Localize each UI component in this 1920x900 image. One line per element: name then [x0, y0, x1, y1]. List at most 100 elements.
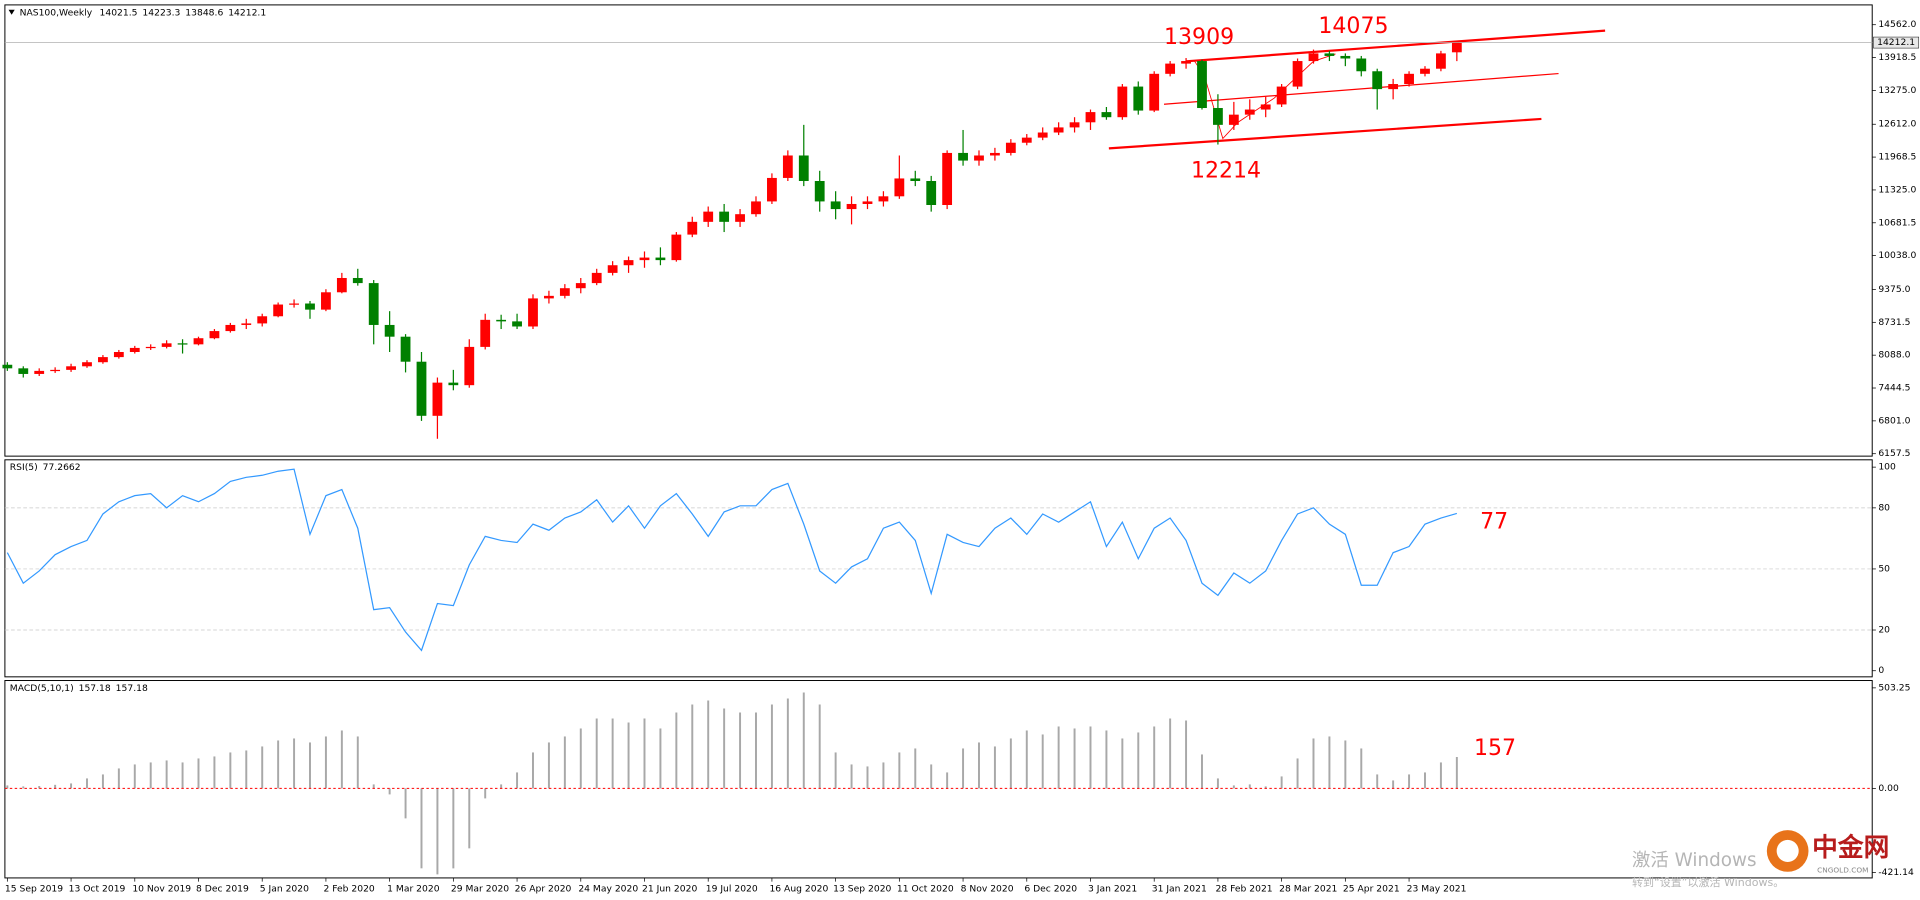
candle-body — [480, 319, 491, 347]
candle-body — [1340, 55, 1351, 59]
candle-body — [910, 178, 921, 182]
candle-body — [1324, 53, 1335, 56]
y-tick-label: 6157.5 — [1878, 448, 1910, 459]
x-tick-label: 8 Dec 2019 — [196, 883, 249, 894]
header-low: 13848.6 — [185, 7, 223, 18]
macd-header: MACD(5,10,1) 157.18 157.18 — [10, 682, 148, 693]
candle-body — [98, 357, 108, 363]
annotation: 157 — [1474, 736, 1516, 761]
candle-body — [177, 343, 188, 345]
x-tick-label: 24 May 2020 — [578, 883, 638, 894]
macd-value: 157.18 — [79, 682, 111, 693]
channel-upper — [1185, 29, 1606, 63]
candle-body — [719, 211, 730, 222]
candle-body — [416, 361, 427, 416]
y-tick-label: 8731.5 — [1878, 317, 1910, 328]
x-tick-label: 28 Mar 2021 — [1279, 883, 1337, 894]
candle-body — [1021, 137, 1032, 143]
macd-panel — [4, 680, 1873, 879]
x-tick-label: 13 Oct 2019 — [69, 883, 126, 894]
y-tick-label: 10681.5 — [1878, 217, 1916, 228]
candle-body — [607, 265, 618, 273]
candle-body — [1165, 63, 1176, 74]
rsi-panel — [4, 459, 1873, 678]
y-tick-label: 100 — [1878, 462, 1896, 473]
candle-body — [1372, 71, 1383, 90]
y-tick-label: 11968.5 — [1878, 152, 1916, 163]
annotation: 13909 — [1164, 25, 1234, 50]
y-tick-label: 503.25 — [1878, 682, 1910, 693]
y-tick-label: 10038.0 — [1878, 250, 1916, 261]
candle-body — [1404, 73, 1414, 85]
y-tick-label: 20 — [1878, 625, 1890, 636]
candle-body — [623, 260, 634, 266]
candle-body — [575, 283, 586, 289]
x-tick-label: 5 Jan 2020 — [260, 883, 309, 894]
price-panel — [4, 4, 1873, 457]
candle-body — [34, 370, 45, 374]
candle-body — [1228, 114, 1239, 125]
x-tick-label: 8 Nov 2020 — [961, 883, 1014, 894]
candle-body — [687, 221, 698, 235]
candle-body — [193, 338, 204, 345]
rsi-value: 77.2662 — [43, 462, 81, 473]
candle-body — [161, 343, 172, 347]
candle-body — [703, 211, 714, 222]
candle-body — [1053, 127, 1064, 133]
channel-middle — [1163, 72, 1559, 105]
y-tick-label: 13918.5 — [1878, 52, 1916, 63]
logo-text: 中金网 — [1812, 832, 1889, 863]
candle-body — [400, 336, 411, 362]
candle-body — [655, 257, 666, 261]
menu-arrow — [8, 9, 15, 15]
watermark-text: 激活 Windows — [1632, 850, 1757, 871]
candle-body — [1292, 61, 1303, 87]
y-tick-label: 0 — [1878, 665, 1884, 676]
price-header: NAS100,Weekly 14021.5 14223.3 13848.6 14212.… — [20, 7, 267, 18]
x-tick-label: 19 Jul 2020 — [706, 883, 758, 894]
candle-body — [2, 364, 13, 369]
rsi-header: RSI(5) 77.2662 — [10, 462, 81, 473]
candle-body — [559, 288, 570, 296]
candle-body — [257, 316, 268, 324]
x-tick-label: 11 Oct 2020 — [897, 883, 954, 894]
candle-body — [464, 346, 475, 386]
x-tick-label: 31 Jan 2021 — [1152, 883, 1207, 894]
candle-body — [18, 368, 29, 374]
candle-body — [1005, 142, 1016, 153]
candle-body — [129, 347, 140, 353]
candle-body — [1197, 61, 1207, 109]
x-tick-label: 13 Sep 2020 — [833, 883, 891, 894]
candle-body — [1181, 61, 1191, 64]
candle-body — [528, 298, 538, 327]
candle-body — [767, 177, 777, 202]
candle-body — [432, 382, 443, 416]
candle-body — [1308, 53, 1319, 62]
x-tick-label: 21 Jun 2020 — [642, 883, 697, 894]
candle-body — [1133, 86, 1144, 111]
x-tick-label: 28 Feb 2021 — [1215, 883, 1272, 894]
candle-body — [942, 152, 953, 205]
candle-body — [368, 283, 379, 325]
candle-body — [496, 319, 507, 322]
candle-body — [1356, 58, 1367, 72]
y-tick-label: 8088.0 — [1878, 350, 1910, 361]
candle-body — [894, 178, 905, 197]
rsi-title: RSI(5) — [10, 462, 38, 473]
candle-body — [926, 181, 937, 205]
annotation: 12214 — [1191, 159, 1261, 184]
candle-body — [66, 366, 76, 370]
candle-body — [591, 272, 602, 284]
candle-body — [846, 203, 857, 210]
candle-body — [1213, 108, 1223, 125]
x-tick-label: 29 Mar 2020 — [451, 883, 509, 894]
annotation: 77 — [1480, 509, 1508, 534]
candle-body — [1085, 112, 1096, 123]
candle-body — [735, 214, 745, 222]
x-tick-label: 10 Nov 2019 — [132, 883, 191, 894]
candle-body — [289, 303, 299, 305]
y-tick-label: 11325.0 — [1878, 184, 1916, 195]
channel-lower — [1108, 117, 1542, 150]
